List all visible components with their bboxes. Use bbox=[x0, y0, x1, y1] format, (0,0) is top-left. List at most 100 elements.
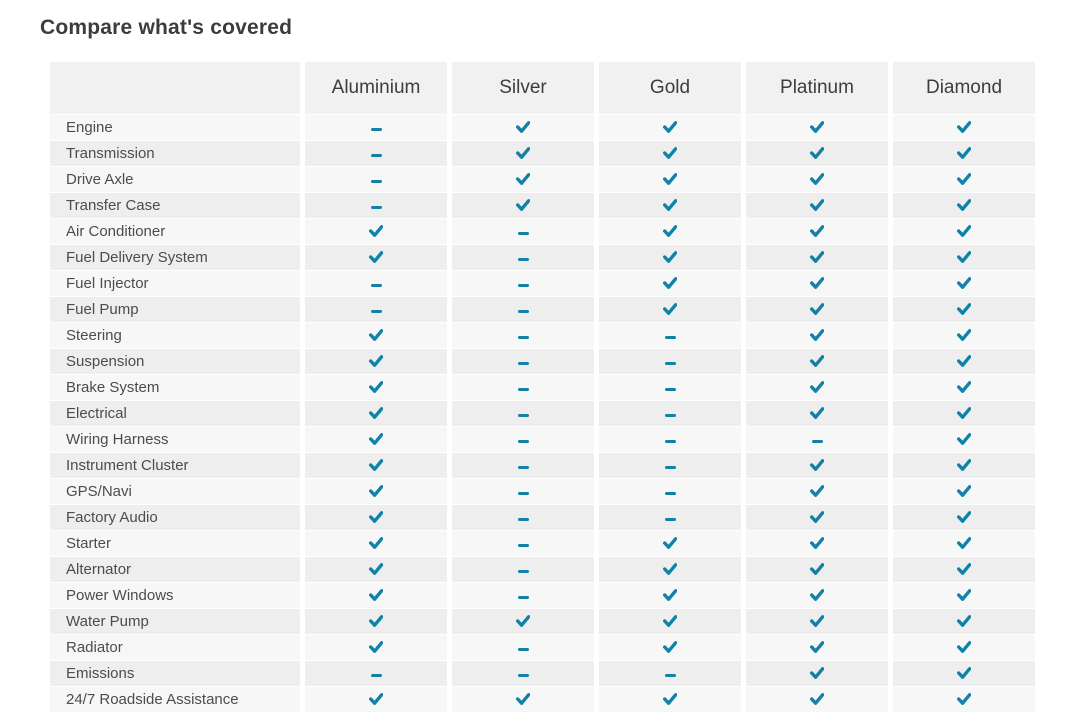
coverage-cell bbox=[452, 453, 594, 478]
coverage-cell bbox=[305, 245, 447, 270]
coverage-cell bbox=[452, 141, 594, 166]
coverage-cell bbox=[305, 167, 447, 192]
table-row: 24/7 Roadside Assistance bbox=[50, 687, 1035, 712]
check-icon bbox=[369, 615, 383, 627]
coverage-cell bbox=[893, 479, 1035, 504]
page-title: Compare what's covered bbox=[40, 16, 293, 39]
coverage-cell bbox=[305, 297, 447, 322]
coverage-cell bbox=[305, 115, 447, 140]
column-header-silver: Silver bbox=[452, 62, 594, 114]
check-icon bbox=[810, 381, 824, 393]
check-icon bbox=[957, 615, 971, 627]
check-icon bbox=[957, 511, 971, 523]
check-icon bbox=[810, 459, 824, 471]
dash-icon bbox=[664, 673, 676, 677]
check-icon bbox=[810, 277, 824, 289]
check-icon bbox=[516, 693, 530, 705]
feature-label: Alternator bbox=[50, 557, 300, 582]
coverage-cell bbox=[452, 505, 594, 530]
coverage-cell bbox=[452, 427, 594, 452]
check-icon bbox=[957, 329, 971, 341]
coverage-cell bbox=[746, 557, 888, 582]
dash-icon bbox=[664, 387, 676, 391]
coverage-cell bbox=[599, 479, 741, 504]
check-icon bbox=[663, 173, 677, 185]
check-icon bbox=[957, 407, 971, 419]
check-icon bbox=[957, 173, 971, 185]
coverage-cell bbox=[452, 531, 594, 556]
check-icon bbox=[957, 121, 971, 133]
coverage-cell bbox=[452, 167, 594, 192]
check-icon bbox=[957, 147, 971, 159]
coverage-cell bbox=[893, 609, 1035, 634]
coverage-cell bbox=[746, 661, 888, 686]
check-icon bbox=[663, 277, 677, 289]
dash-icon bbox=[517, 673, 529, 677]
table-row: Transmission bbox=[50, 141, 1035, 166]
coverage-cell bbox=[893, 661, 1035, 686]
coverage-cell bbox=[746, 141, 888, 166]
coverage-cell bbox=[599, 583, 741, 608]
coverage-cell bbox=[746, 531, 888, 556]
check-icon bbox=[516, 173, 530, 185]
check-icon bbox=[957, 537, 971, 549]
feature-label: Fuel Delivery System bbox=[50, 245, 300, 270]
check-icon bbox=[516, 615, 530, 627]
dash-icon bbox=[370, 153, 382, 157]
feature-label: Wiring Harness bbox=[50, 427, 300, 452]
table-row: Fuel Pump bbox=[50, 297, 1035, 322]
coverage-cell bbox=[599, 193, 741, 218]
coverage-cell bbox=[452, 297, 594, 322]
coverage-cell bbox=[452, 635, 594, 660]
table-row: Steering bbox=[50, 323, 1035, 348]
feature-label: Steering bbox=[50, 323, 300, 348]
coverage-cell bbox=[452, 271, 594, 296]
check-icon bbox=[663, 121, 677, 133]
coverage-cell bbox=[305, 687, 447, 712]
coverage-cell bbox=[452, 115, 594, 140]
coverage-cell bbox=[746, 323, 888, 348]
feature-label: Engine bbox=[50, 115, 300, 140]
table-row: Engine bbox=[50, 115, 1035, 140]
feature-label: Transmission bbox=[50, 141, 300, 166]
check-icon bbox=[663, 537, 677, 549]
coverage-cell bbox=[746, 115, 888, 140]
check-icon bbox=[957, 225, 971, 237]
coverage-cell bbox=[599, 375, 741, 400]
feature-label: Power Windows bbox=[50, 583, 300, 608]
coverage-cell bbox=[305, 427, 447, 452]
coverage-cell bbox=[305, 219, 447, 244]
check-icon bbox=[810, 537, 824, 549]
coverage-cell bbox=[746, 635, 888, 660]
check-icon bbox=[663, 589, 677, 601]
check-icon bbox=[810, 693, 824, 705]
coverage-cell bbox=[893, 375, 1035, 400]
coverage-cell bbox=[746, 245, 888, 270]
coverage-cell bbox=[305, 479, 447, 504]
coverage-cell bbox=[746, 219, 888, 244]
dash-icon bbox=[517, 491, 529, 495]
coverage-cell bbox=[305, 557, 447, 582]
check-icon bbox=[663, 563, 677, 575]
table-row: Drive Axle bbox=[50, 167, 1035, 192]
check-icon bbox=[369, 485, 383, 497]
table-row: Electrical bbox=[50, 401, 1035, 426]
coverage-cell bbox=[305, 583, 447, 608]
check-icon bbox=[957, 355, 971, 367]
coverage-cell bbox=[599, 271, 741, 296]
check-icon bbox=[957, 589, 971, 601]
table-row: Transfer Case bbox=[50, 193, 1035, 218]
coverage-cell bbox=[599, 401, 741, 426]
dash-icon bbox=[517, 517, 529, 521]
check-icon bbox=[516, 147, 530, 159]
dash-icon bbox=[811, 439, 823, 443]
coverage-cell bbox=[305, 349, 447, 374]
dash-icon bbox=[370, 283, 382, 287]
coverage-cell bbox=[452, 609, 594, 634]
check-icon bbox=[369, 563, 383, 575]
coverage-cell bbox=[599, 349, 741, 374]
table-row: Emissions bbox=[50, 661, 1035, 686]
coverage-cell bbox=[893, 271, 1035, 296]
check-icon bbox=[663, 225, 677, 237]
coverage-cell bbox=[746, 609, 888, 634]
